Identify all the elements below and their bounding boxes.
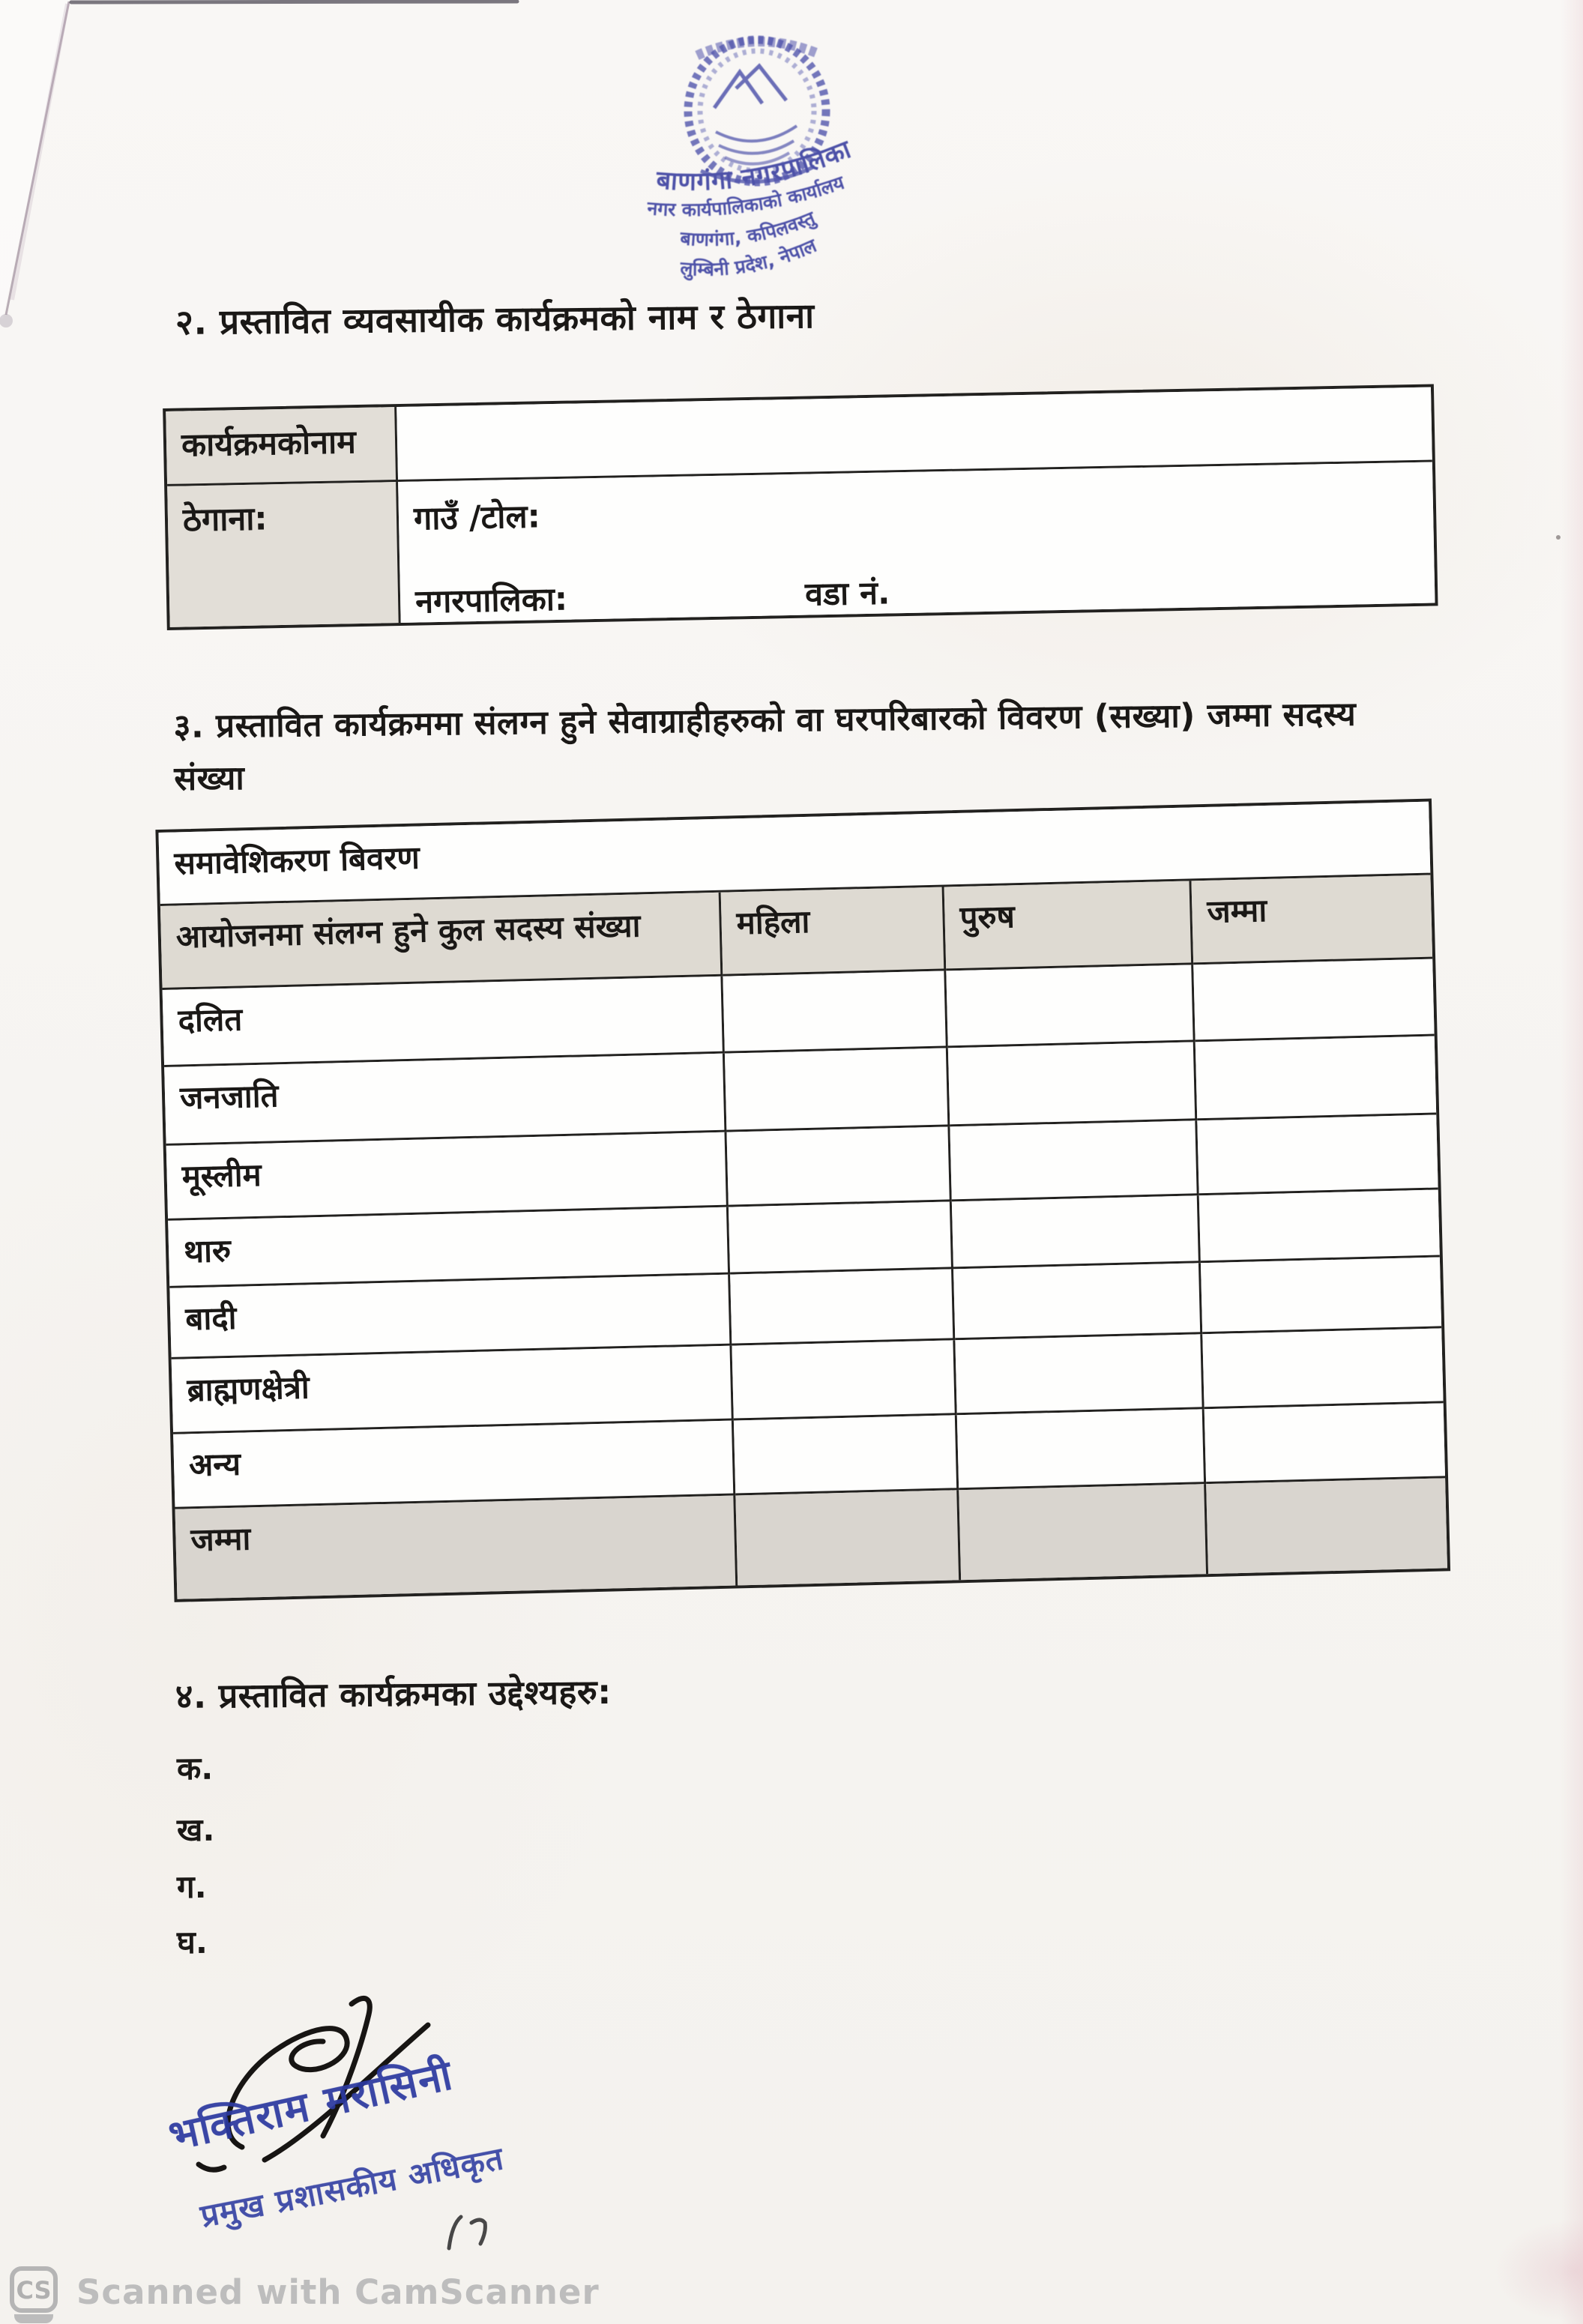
- table2-col-header-male: पुरुष: [944, 881, 1194, 971]
- page-edge-tint: [1561, 0, 1583, 2324]
- section3-heading-line1: ३. प्रस्तावित कार्यक्रममा संलग्न हुने से…: [173, 695, 1357, 746]
- table2-empty-cell: [946, 965, 1195, 1048]
- table2-empty-cell: [733, 1415, 959, 1496]
- objective-item-ga: ग.: [176, 1868, 207, 1906]
- page-corner-smudge: [1493, 2218, 1583, 2323]
- table2-empty-cell: [950, 1120, 1199, 1202]
- ward-no-label: वडा नं.: [804, 574, 890, 614]
- table2-empty-cell: [951, 1195, 1201, 1270]
- table2-empty-cell: [1200, 1257, 1442, 1335]
- objective-item-ka: क.: [176, 1749, 214, 1787]
- table2-col-header-female: महिला: [720, 887, 947, 977]
- table2-empty-cell: [947, 1042, 1198, 1127]
- table2-row-label: बादी: [169, 1274, 732, 1359]
- table2-row-label: दलित: [162, 976, 725, 1067]
- address-label: ठेगाना:: [167, 482, 401, 627]
- table2-empty-cell: [728, 1201, 954, 1275]
- program-info-table: कार्यक्रमकोनाम ठेगाना: गाउँ /टोल: नगरपाल…: [163, 384, 1438, 630]
- table2-empty-cell: [956, 1409, 1207, 1491]
- table2-empty-cell: [955, 1334, 1204, 1416]
- camscanner-watermark: CS Scanned with CamScanner: [0, 2262, 1583, 2324]
- scan-crease-artifact: [0, 0, 519, 328]
- table2-empty-cell: [953, 1263, 1203, 1341]
- table2-empty-cell: [730, 1269, 956, 1346]
- section3-heading-line2: संख्या: [174, 759, 245, 798]
- section2-heading: २. प्रस्तावित व्यवसायीक कार्यक्रमको नाम …: [175, 295, 815, 342]
- table2-col-header-total: जम्मा: [1191, 875, 1433, 965]
- table2-empty-cell: [732, 1340, 957, 1421]
- table2-empty-cell: [1198, 1189, 1440, 1264]
- table2-empty-cell: [959, 1484, 1209, 1581]
- municipality-seal-stamp: बाणगंगा नगरपालिका नगर कार्यपालिकाको कार्…: [646, 35, 855, 281]
- seal-mountains-icon: [712, 63, 788, 109]
- table2-empty-cell: [1204, 1403, 1446, 1485]
- objective-item-gha: घ.: [176, 1923, 208, 1961]
- stray-ink-marks: [447, 2215, 487, 2251]
- inclusion-details-table: समावेशिकरण बिवरण आयोजनमा संलग्न हुने कुल…: [155, 798, 1451, 1602]
- table2-col-header-members: आयोजनमा संलग्न हुने कुल सदस्य संख्या: [160, 892, 723, 990]
- table2-row-label: ब्राह्मणक्षेत्री: [171, 1345, 734, 1434]
- table2-empty-cell: [726, 1126, 952, 1207]
- table2-empty-cell: [724, 1048, 950, 1132]
- handwritten-signature: [196, 1996, 431, 2173]
- municipality-label: नगरपालिका:: [414, 580, 568, 621]
- camscanner-watermark-text: Scanned with CamScanner: [76, 2272, 600, 2312]
- objective-item-kha: ख.: [176, 1811, 215, 1849]
- section3-heading: ३. प्रस्तावित कार्यक्रममा संलग्न हुने से…: [173, 695, 1388, 798]
- table2-total-row-label: जम्मा: [175, 1495, 738, 1599]
- table2-row-label: मूस्लीम: [166, 1132, 729, 1221]
- table2-empty-cell: [1193, 959, 1435, 1042]
- table2-row-label: जनजाति: [164, 1053, 727, 1146]
- table2-empty-cell: [1206, 1478, 1447, 1575]
- address-value-cell: गाउँ /टोल: नगरपालिका: वडा नं.: [398, 462, 1435, 623]
- table2-empty-cell: [735, 1490, 962, 1586]
- scan-speck: [1556, 535, 1561, 540]
- table2-empty-cell: [1202, 1328, 1444, 1410]
- village-tole-label: गाउँ /टोल:: [413, 498, 541, 538]
- camscanner-logo-icon: CS: [10, 2266, 58, 2323]
- camscanner-logo-text: CS: [16, 2276, 51, 2305]
- section4-heading: ४. प्रस्तावित कार्यक्रमका उद्देश्यहरु:: [175, 1671, 612, 1716]
- table2-empty-cell: [723, 971, 948, 1054]
- program-name-label: कार्यक्रमकोनाम: [166, 407, 399, 486]
- table2-empty-cell: [1197, 1114, 1438, 1196]
- table2-row-label: अन्य: [173, 1420, 736, 1509]
- table2-empty-cell: [1195, 1036, 1437, 1121]
